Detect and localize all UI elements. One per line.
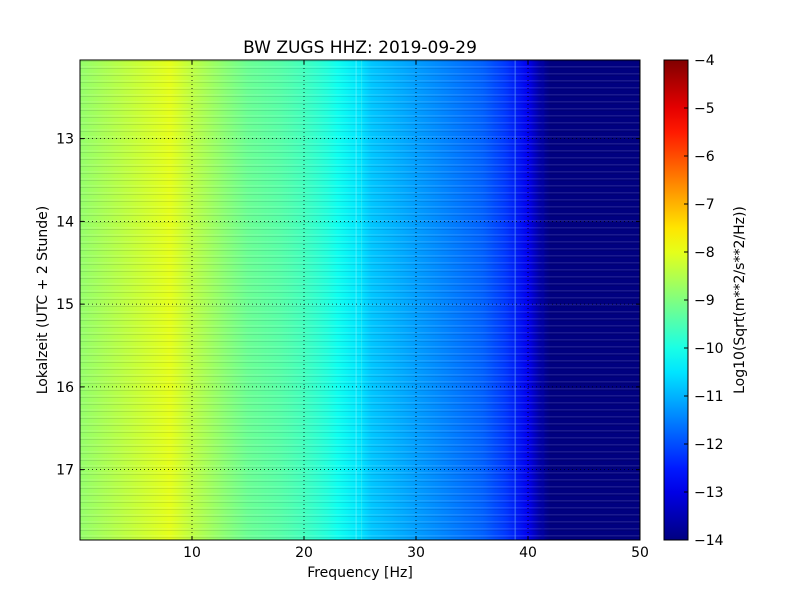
colorbar-tick-label: −6 — [694, 149, 715, 165]
plot-frame — [79, 59, 641, 541]
colorbar-ticks: −4 −5 −6 −7 −8 −9 −10 −11 −12 −13 −14 — [684, 53, 724, 549]
y-tick-label: 13 — [56, 132, 74, 148]
y-tick-label: 14 — [56, 214, 74, 230]
colorbar-label: Log10(Sqrt(m**2/s**2/Hz)) — [732, 206, 748, 394]
y-axis-label: Lokalzeit (UTC + 2 Stunde) — [35, 206, 51, 395]
colorbar-tick-label: −5 — [694, 101, 715, 117]
y-tick-label: 16 — [56, 380, 74, 396]
heatmap-streak — [361, 60, 363, 540]
x-tick-label: 10 — [183, 545, 201, 561]
heatmap-streak — [355, 60, 357, 540]
heatmap-streak — [514, 60, 516, 540]
colorbar: −4 −5 −6 −7 −8 −9 −10 −11 −12 −13 −14 Log10(Sqrt(m… — [663, 53, 748, 549]
grid-lines — [80, 60, 640, 540]
x-tick-label: 50 — [631, 545, 649, 561]
x-tick-label: 30 — [407, 545, 425, 561]
y-axis: 13 14 15 16 17 — [56, 132, 640, 479]
colorbar-tick-label: −8 — [694, 245, 715, 261]
x-axis-label: Frequency [Hz] — [307, 565, 413, 581]
plot-area — [80, 60, 640, 540]
chart-title: BW ZUGS HHZ: 2019-09-29 — [243, 38, 477, 58]
heatmap-streak — [541, 60, 545, 540]
colorbar-tick-label: −12 — [694, 437, 724, 453]
colorbar-tick-label: −10 — [694, 341, 724, 357]
colorbar-tick-label: −7 — [694, 197, 715, 213]
x-tick-label: 40 — [519, 545, 537, 561]
colorbar-tick-label: −4 — [694, 53, 715, 69]
x-tick-label: 20 — [295, 545, 313, 561]
heatmap-streaks — [355, 60, 545, 540]
y-tick-label: 17 — [56, 463, 74, 479]
colorbar-tick-label: −9 — [694, 293, 715, 309]
heatmap-row-texture — [80, 60, 640, 540]
colorbar-tick-label: −11 — [694, 389, 724, 405]
y-tick-label: 15 — [56, 297, 74, 313]
colorbar-tick-label: −13 — [694, 485, 724, 501]
colorbar-tick-label: −14 — [694, 533, 724, 549]
x-axis: 10 20 30 40 50 — [183, 60, 649, 561]
